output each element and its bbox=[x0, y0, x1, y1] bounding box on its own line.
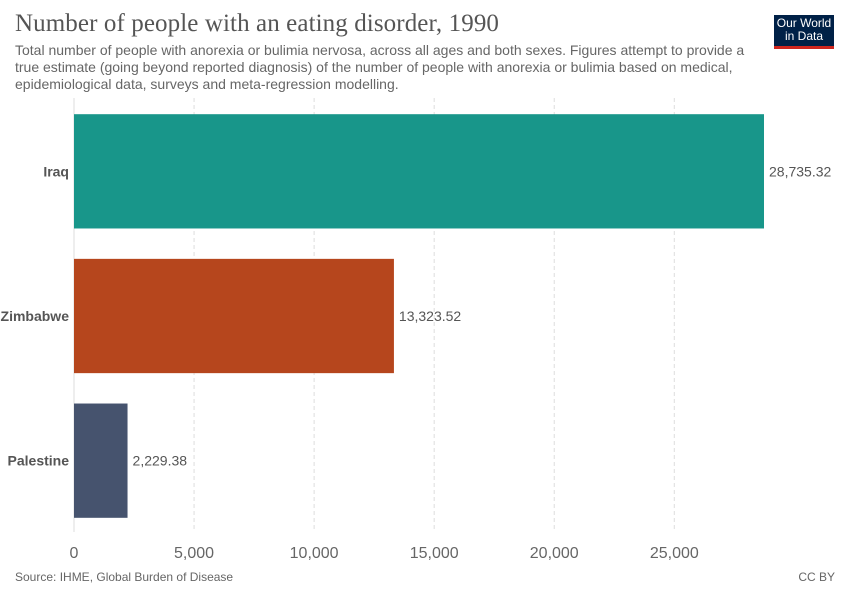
bar-group-palestine[interactable]: Palestine 2,229.38 bbox=[8, 404, 188, 518]
x-tick-label: 25,000 bbox=[650, 545, 699, 562]
x-tick-label: 15,000 bbox=[410, 545, 459, 562]
x-tick-label: 10,000 bbox=[290, 545, 339, 562]
category-label: Zimbabwe bbox=[1, 308, 70, 324]
value-label: 13,323.52 bbox=[399, 308, 461, 324]
source-note[interactable]: Source: IHME, Global Burden of Disease bbox=[15, 570, 233, 584]
value-label: 2,229.38 bbox=[133, 453, 188, 469]
x-tick-label: 5,000 bbox=[174, 545, 214, 562]
x-tick-label: 0 bbox=[70, 545, 79, 562]
x-tick-labels: 0 5,000 10,000 15,000 20,000 25,000 bbox=[70, 545, 699, 562]
x-tick-label: 20,000 bbox=[530, 545, 579, 562]
license-note[interactable]: CC BY bbox=[798, 570, 835, 584]
bar-zimbabwe[interactable] bbox=[74, 259, 394, 373]
bars-group: Iraq 28,735.32 Zimbabwe 13,323.52 Palestine 2… bbox=[1, 114, 832, 518]
category-label: Palestine bbox=[8, 453, 70, 469]
bar-group-iraq[interactable]: Iraq 28,735.32 bbox=[43, 114, 831, 228]
bar-palestine[interactable] bbox=[74, 404, 128, 518]
bar-group-zimbabwe[interactable]: Zimbabwe 13,323.52 bbox=[1, 259, 462, 373]
bar-iraq[interactable] bbox=[74, 114, 764, 228]
value-label: 28,735.32 bbox=[769, 163, 831, 179]
category-label: Iraq bbox=[43, 163, 69, 179]
